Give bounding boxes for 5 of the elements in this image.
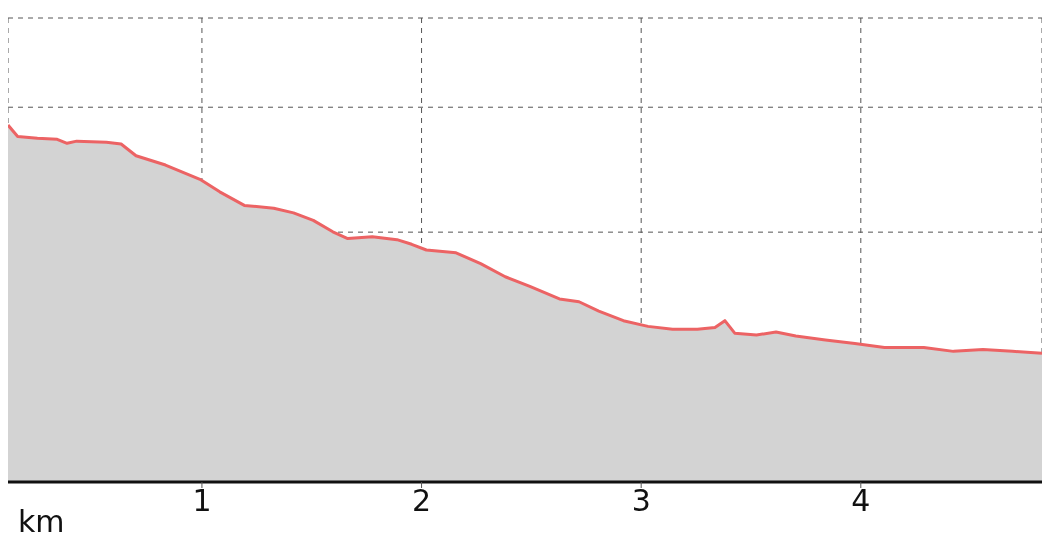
- x-tick-label: 3: [631, 483, 651, 519]
- x-tick-label: 2: [412, 483, 432, 519]
- x-tick-label: 1: [192, 483, 212, 519]
- x-axis-title: km: [18, 504, 65, 539]
- x-tick-label: 4: [851, 483, 871, 519]
